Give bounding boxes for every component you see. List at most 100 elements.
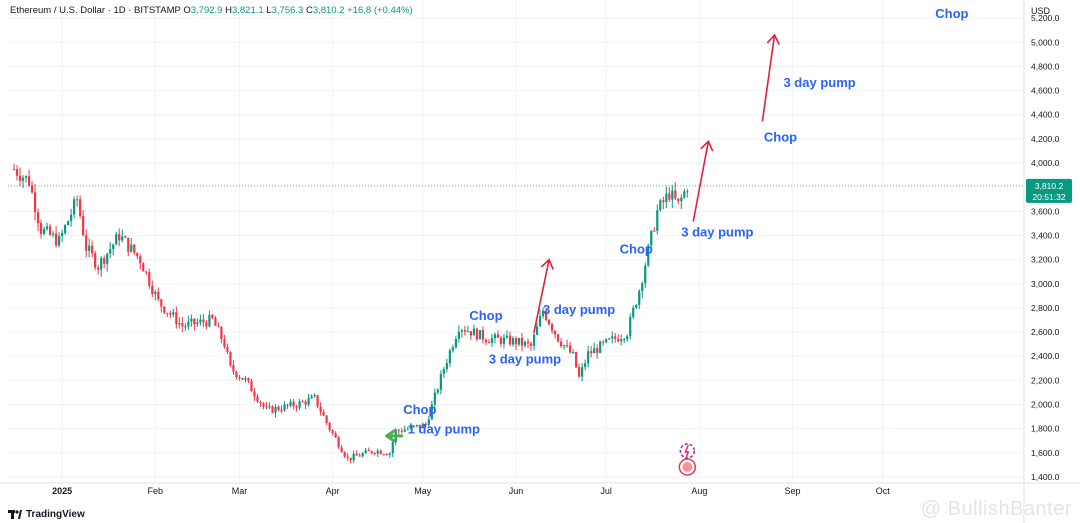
annotation-label: 3 day pump — [681, 225, 753, 240]
candle-body — [433, 392, 436, 405]
candle-body — [556, 334, 560, 342]
badge-countdown: 20:51:32 — [1032, 192, 1065, 202]
candle-body — [611, 336, 614, 339]
candle-body — [15, 169, 19, 176]
candle-body — [148, 272, 151, 286]
candle-body — [406, 428, 409, 430]
candle-body — [85, 235, 88, 251]
candle-body — [205, 322, 208, 327]
candle-body — [385, 454, 388, 456]
candle-body — [211, 314, 214, 318]
currency-label: USD — [1030, 6, 1050, 16]
price-tick-label: 3,600.0 — [1031, 206, 1060, 216]
annotation-arrows — [385, 34, 780, 443]
tradingview-logo[interactable]: TradingView — [8, 509, 85, 520]
price-tick-label: 2,000.0 — [1031, 400, 1060, 410]
candle-body — [178, 323, 181, 325]
candle-body — [547, 319, 551, 325]
candle-body — [18, 175, 22, 181]
candle-body — [358, 455, 361, 457]
candle-body — [208, 314, 211, 327]
time-tick-label: Feb — [148, 486, 164, 496]
candle-body — [475, 328, 479, 340]
candle-body — [484, 339, 488, 343]
time-tick-label: Jul — [600, 486, 612, 496]
candle-body — [121, 236, 124, 241]
candle-body — [39, 223, 43, 234]
candle-body — [160, 299, 163, 307]
candle-body — [508, 335, 512, 345]
candle-body — [313, 395, 316, 397]
candle-body — [217, 325, 220, 327]
arrow-shaft — [533, 258, 550, 333]
annotation-label: 3 day pump — [489, 351, 561, 366]
candle-body — [523, 341, 527, 346]
candle-body — [641, 283, 644, 292]
candle-body — [247, 378, 250, 381]
close-value: 3,810.2 — [312, 5, 345, 16]
candle-body — [139, 256, 142, 264]
annotation-label: Chop — [764, 129, 797, 144]
candle-body — [490, 338, 494, 343]
candle-body — [157, 291, 160, 300]
candle-body — [436, 389, 439, 393]
candle-body — [409, 425, 412, 429]
candle-body — [232, 365, 235, 372]
candle-body — [683, 191, 686, 198]
candle-body — [196, 322, 199, 325]
candle-body — [238, 377, 241, 379]
candle-body — [307, 398, 310, 405]
candle-body — [562, 345, 566, 347]
candle-body — [352, 453, 355, 461]
candle-body — [163, 306, 166, 313]
candle-body — [544, 310, 548, 320]
candle-body — [569, 345, 572, 353]
arrow-head — [541, 258, 554, 270]
price-tick-label: 2,600.0 — [1031, 327, 1060, 337]
candle-body — [593, 348, 596, 354]
candle-body — [427, 419, 430, 426]
candle-body — [241, 377, 244, 380]
candle-body — [602, 341, 605, 343]
time-tick-label: Oct — [876, 486, 891, 496]
candle-body — [481, 329, 485, 340]
candle-body — [421, 423, 424, 428]
candle-body — [460, 330, 463, 332]
candle-body — [280, 410, 283, 412]
annotation-label: 3 day pump — [543, 302, 615, 317]
candle-body — [310, 396, 313, 399]
candle-body — [112, 244, 115, 250]
candle-body — [298, 401, 301, 408]
time-axis[interactable]: 2025 Feb Mar Apr May Jun Jul Aug Sep Oct — [52, 486, 890, 496]
symbol-header: Ethereum / U.S. Dollar · 1D · BITSTAMP O… — [10, 5, 413, 16]
time-tick-label: Aug — [691, 486, 707, 496]
candle-body — [271, 406, 274, 413]
candle-body — [244, 378, 247, 380]
candle-body — [235, 371, 238, 378]
candle-body — [349, 457, 352, 461]
symbol-title: Ethereum / U.S. Dollar · 1D · BITSTAMP — [10, 5, 181, 16]
open-label: O — [183, 5, 191, 16]
candle-body — [617, 338, 620, 342]
candle-body — [373, 453, 376, 455]
candle-body — [400, 430, 403, 432]
open-value: 3,792.9 — [190, 5, 223, 16]
candle-body — [680, 197, 683, 202]
time-tick-label: 2025 — [52, 486, 72, 496]
candle-body — [45, 226, 49, 229]
candle-body — [590, 351, 593, 354]
candle-body — [76, 199, 79, 201]
candle-body — [584, 363, 587, 368]
candle-body — [30, 185, 34, 193]
candle-body — [21, 177, 25, 181]
price-axis[interactable]: 1,400.0 1,600.0 1,800.0 2,000.0 2,200.0 2,400… — [1031, 13, 1060, 482]
candle-body — [424, 423, 427, 426]
candle-body — [638, 291, 641, 305]
arrow-shaft — [761, 34, 776, 122]
candle-body — [626, 336, 629, 340]
candle-body — [154, 291, 157, 294]
candle-body — [199, 319, 202, 323]
candle-body — [505, 335, 509, 338]
candle-body — [24, 176, 28, 178]
